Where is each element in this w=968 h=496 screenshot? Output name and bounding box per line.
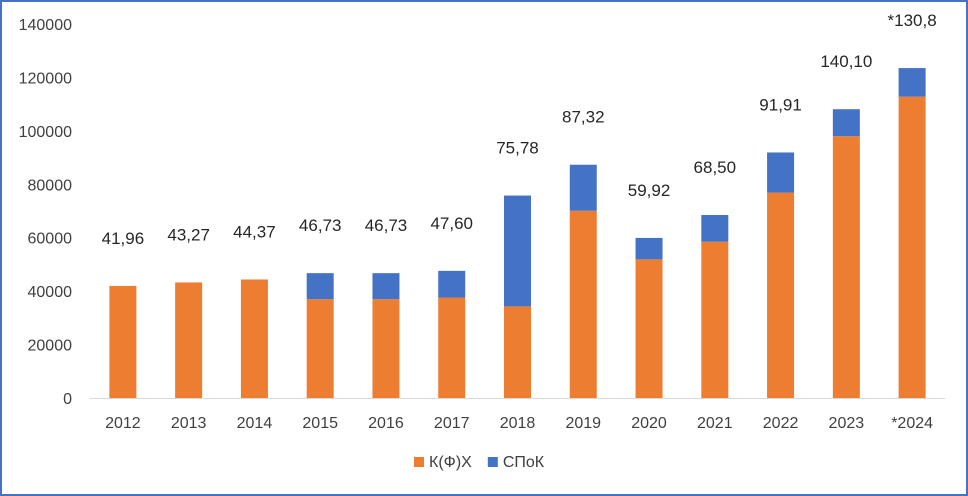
y-axis: 0 20000 40000 60000 80000 100000 120000 140000 [19,17,72,408]
x-tick-label: 2019 [565,415,601,432]
bar-segment [438,297,466,398]
x-tick-label: 2014 [237,415,273,432]
bar-segment [767,152,795,193]
legend-label: К(Ф)Х [429,454,472,471]
bar-segment [175,282,203,398]
bar-segment [569,164,597,211]
data-label: 44,37 [233,222,276,241]
data-label: 75,78 [496,139,539,158]
data-label: 41,96 [102,229,145,248]
bar-segment [635,237,663,260]
x-tick-label: 2021 [697,415,733,432]
data-label: 140,10 [820,52,872,71]
bar-segment [109,285,137,398]
x-tick-label: *2024 [891,415,933,432]
bars [109,68,926,399]
bar-segment [832,136,860,398]
data-label: 59,92 [628,181,671,200]
legend-swatch [414,457,424,467]
y-tick-label: 80000 [28,177,73,194]
x-tick-label: 2012 [105,415,141,432]
bar-segment [635,259,663,398]
bar-segment [832,109,860,137]
x-tick-label: 2013 [171,415,207,432]
bar-segment [240,279,268,398]
x-axis: 2012 2013 2014 2015 2016 2017 2018 2019 2020 2021… [90,398,945,432]
bar-segment [306,299,334,398]
bar-segment [898,68,926,97]
bar-segment [569,210,597,398]
data-label: 46,73 [365,216,408,235]
y-tick-label: 120000 [19,70,72,87]
x-tick-label: 2017 [434,415,470,432]
data-label: 91,91 [759,95,802,114]
bar-segment [504,306,531,398]
y-tick-label: 140000 [19,17,72,34]
y-tick-label: 0 [63,391,72,408]
data-label: 68,50 [694,158,737,177]
data-label: 87,32 [562,108,605,127]
data-label: *130,8 [888,11,937,30]
y-tick-label: 20000 [28,338,73,355]
x-tick-label: 2022 [763,415,799,432]
data-label: 46,73 [299,216,342,235]
bar-segment [306,273,334,300]
data-label: 47,60 [430,214,473,233]
legend: К(Ф)Х СПоК [414,454,545,471]
bar-segment [767,192,795,398]
bar-segment [504,195,531,307]
legend-label: СПоК [503,454,545,471]
bar-segment [898,96,926,399]
y-tick-label: 100000 [19,124,72,141]
y-tick-label: 60000 [28,231,73,248]
bar-segment [701,241,729,398]
bar-segment [701,215,729,242]
bar-segment [372,273,400,300]
data-label: 43,27 [167,225,210,244]
data-labels: 41,96 43,27 44,37 46,73 46,73 47,60 75,78 87,32… [102,11,937,248]
x-tick-label: 2020 [631,415,667,432]
bar-segment [372,299,400,398]
bar-segment [438,270,466,298]
x-tick-label: 2023 [829,415,865,432]
x-tick-label: 2018 [500,415,536,432]
x-tick-label: 2016 [368,415,404,432]
x-tick-label: 2015 [302,415,338,432]
legend-swatch [487,457,498,467]
y-tick-label: 40000 [28,284,73,301]
